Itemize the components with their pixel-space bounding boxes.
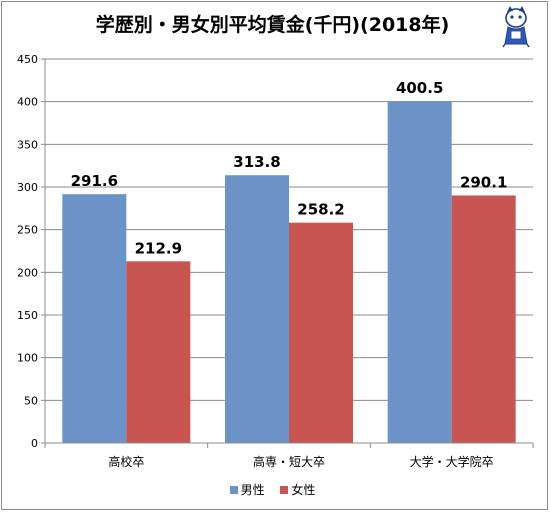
bar-male-1 [225,175,289,443]
bars [62,101,516,444]
axes: 0 50 100 150 200 250 300 350 400 450 高校卒 高専・短大卒 大学・大… [17,53,534,469]
y-tick-label: 250 [17,224,38,237]
bar-female-2 [451,195,516,443]
data-label-female-2: 290.1 [460,173,507,191]
data-labels: 291.6 212.9 313.8 258.2 400.5 290.1 [71,79,508,257]
data-label-female-0: 212.9 [135,239,182,257]
legend-label-male: 男性 [240,483,265,497]
mascot-logo-icon [502,6,530,48]
y-tick-label: 400 [17,96,38,109]
legend-swatch-female [280,485,289,494]
y-tick-label: 100 [17,352,38,365]
data-label-male-2: 400.5 [396,79,443,97]
y-tick-label: 0 [31,437,38,450]
y-tick-label: 350 [17,138,38,151]
y-tick-label: 300 [17,181,38,194]
legend-item-female: 女性 [280,481,315,498]
chart-title: 学歴別・男女別平均賃金(千円)(2018年) [95,14,450,36]
y-tick-label: 200 [17,266,38,279]
x-category-label: 高専・短大卒 [253,454,325,469]
x-category-label: 高校卒 [108,454,144,469]
y-tick-label: 50 [24,394,38,407]
data-label-male-1: 313.8 [233,153,280,171]
x-category-label: 大学・大学院卒 [410,454,494,469]
bar-male-2 [387,101,452,444]
y-tick-label: 150 [17,309,38,322]
y-tick-label: 450 [17,53,38,66]
bar-male-0 [62,194,127,443]
legend-item-male: 男性 [229,481,265,498]
bar-female-1 [289,222,353,443]
data-label-male-0: 291.6 [71,172,118,190]
data-label-female-1: 258.2 [297,201,344,219]
legend-label-female: 女性 [291,483,316,497]
legend-swatch-male [229,485,238,494]
legend: 男性 女性 [0,481,545,498]
bar-female-0 [126,261,191,443]
